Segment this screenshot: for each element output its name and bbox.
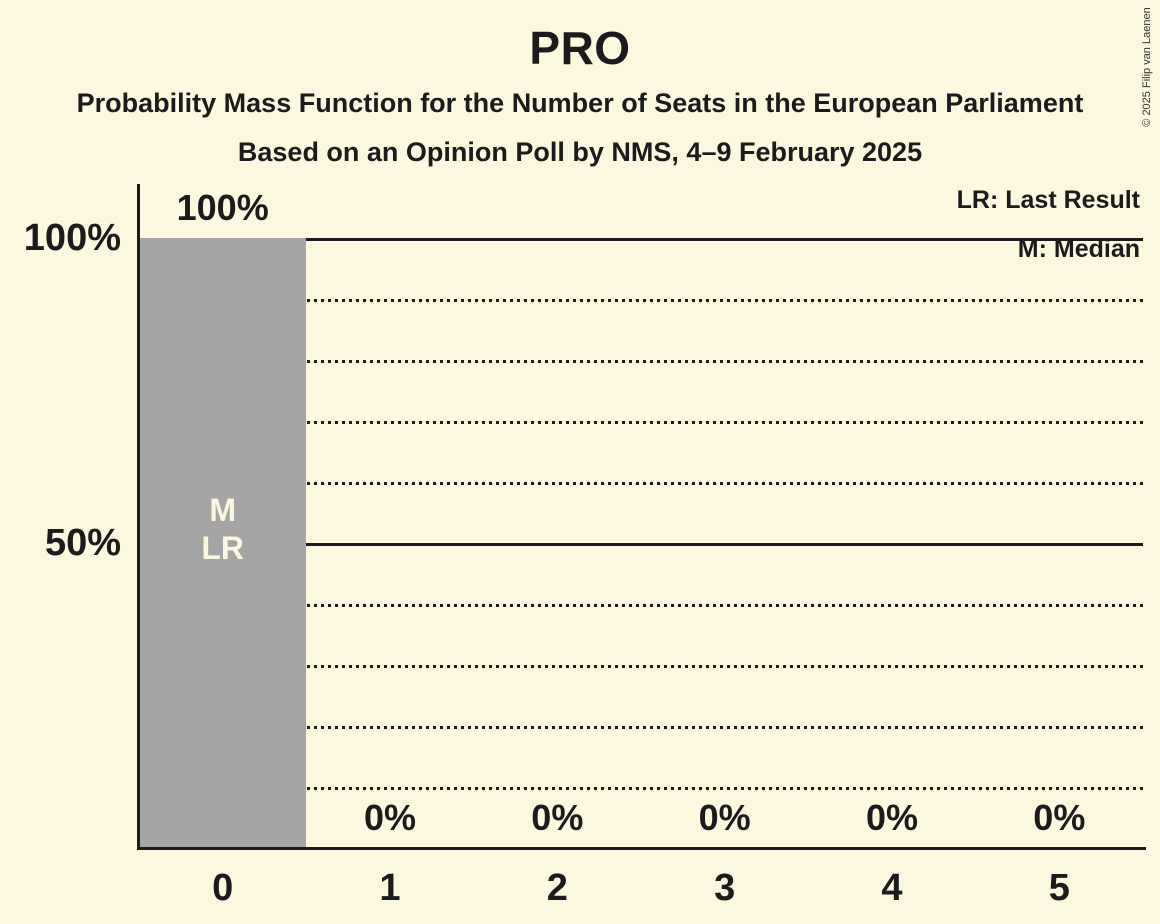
bar-annotation-line: M — [209, 492, 236, 528]
gridline-solid-100 — [139, 237, 1143, 241]
gridline-dotted-10 — [139, 787, 1143, 790]
gridline-dotted-80 — [139, 360, 1143, 363]
bar-value-label-2: 0% — [531, 797, 584, 838]
gridline-dotted-40 — [139, 604, 1143, 607]
y-tick-label-100: 100% — [23, 217, 121, 259]
chart-title: PRO — [529, 22, 631, 74]
gridline-dotted-60 — [139, 482, 1143, 485]
y-tick-label-50: 50% — [44, 522, 121, 564]
bar-value-label-1: 0% — [363, 797, 416, 838]
x-tick-label-0: 0 — [212, 867, 234, 909]
gridline-dotted-90 — [139, 299, 1143, 302]
gridline-dotted-20 — [139, 726, 1143, 729]
gridline-dotted-30 — [139, 665, 1143, 668]
x-tick-label-2: 2 — [546, 867, 568, 909]
bar-annotation-line: LR — [201, 530, 244, 566]
legend-median: M: Median — [1017, 235, 1140, 263]
x-tick-label-1: 1 — [379, 867, 401, 909]
y-axis-line — [137, 184, 140, 850]
gridline-solid-50 — [139, 542, 1143, 546]
x-tick-label-4: 4 — [881, 867, 903, 909]
x-axis-line — [137, 847, 1146, 850]
legend-last-result: LR: Last Result — [956, 186, 1140, 214]
bar-value-label-5: 0% — [1033, 797, 1086, 838]
chart-poll-info: Based on an Opinion Poll by NMS, 4–9 Feb… — [237, 137, 923, 167]
x-tick-label-3: 3 — [714, 867, 736, 909]
x-tick-label-5: 5 — [1048, 867, 1070, 909]
bar-value-label-3: 0% — [698, 797, 751, 838]
copyright-notice: © 2025 Filip van Laenen — [1141, 7, 1153, 127]
gridline-dotted-70 — [139, 421, 1143, 424]
bar-value-label-4: 0% — [865, 797, 918, 838]
bar-seats-0 — [139, 238, 307, 848]
bar-value-label-0: 100% — [176, 187, 269, 228]
chart-subtitle: Probability Mass Function for the Number… — [76, 88, 1084, 118]
bar-annotation: M LR — [139, 491, 306, 567]
